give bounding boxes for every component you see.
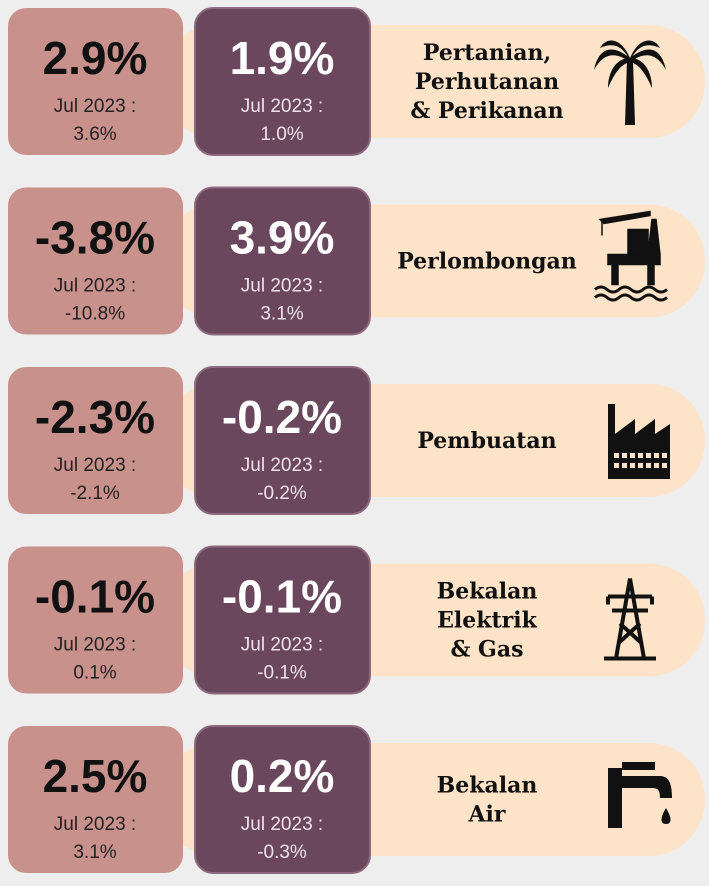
icon-frond <box>594 40 666 88</box>
previous-value: 3.6% <box>73 124 116 145</box>
period-label: Jul 2023 : <box>54 455 136 476</box>
period-label: Jul 2023 : <box>54 96 136 117</box>
icon-factory <box>608 404 670 479</box>
right-card <box>194 545 371 695</box>
growth-value: -2.3% <box>35 391 155 443</box>
icon-window <box>638 453 643 458</box>
right-card <box>194 7 371 156</box>
period-label: Jul 2023 : <box>54 814 136 835</box>
icon-window <box>654 453 659 458</box>
left-card <box>8 726 183 873</box>
previous-value: 3.1% <box>260 304 303 325</box>
icon-window <box>630 463 635 468</box>
period-label: Jul 2023 : <box>241 814 323 835</box>
icon-waves <box>594 285 668 302</box>
growth-value: 2.9% <box>43 32 148 84</box>
icon-window <box>638 463 643 468</box>
icon-window <box>654 463 659 468</box>
sector-icon <box>608 762 672 828</box>
period-label: Jul 2023 : <box>54 635 136 656</box>
previous-value: -2.1% <box>70 483 120 504</box>
sector-name: & Gas <box>451 637 524 663</box>
left-card <box>8 546 183 694</box>
left-card <box>8 367 183 514</box>
sector-name: & Perikanan <box>410 98 563 124</box>
icon-window <box>646 453 651 458</box>
period-label: Jul 2023 : <box>241 276 323 297</box>
sector-name: Pembuatan <box>417 428 556 454</box>
right-card <box>194 366 371 515</box>
sector-name: Pertanian, <box>423 40 551 66</box>
icon-window <box>662 463 667 468</box>
sector-row: 2.9% Jul 2023 : 3.6% 1.9% Jul 2023 : 1.0% Pert… <box>8 7 705 156</box>
growth-value: -0.1% <box>35 571 155 623</box>
growth-value: -0.1% <box>222 571 342 623</box>
period-label: Jul 2023 : <box>241 96 323 117</box>
icon-drop <box>661 808 671 824</box>
sector-name: Air <box>467 802 505 828</box>
icon-window <box>646 463 651 468</box>
sector-name: Bekalan <box>437 579 538 605</box>
sector-icon <box>594 40 666 125</box>
sector-row: -3.8% Jul 2023 : -10.8% 3.9% Jul 2023 : 3.1% P… <box>8 186 705 336</box>
icon-trunk <box>625 60 635 125</box>
left-card <box>8 187 183 335</box>
previous-value: -0.1% <box>257 663 307 684</box>
right-card <box>194 186 371 336</box>
icon-window <box>622 463 627 468</box>
sector-name: Elektrik <box>437 608 537 634</box>
growth-value: 1.9% <box>230 32 335 84</box>
icon-window <box>630 453 635 458</box>
icon-pylon <box>604 578 656 661</box>
right-card <box>194 725 371 874</box>
previous-value: -10.8% <box>65 304 125 325</box>
sector-icon <box>604 578 656 661</box>
previous-value: 3.1% <box>73 842 116 863</box>
growth-value: 0.2% <box>230 750 335 802</box>
left-card <box>8 8 183 155</box>
period-label: Jul 2023 : <box>241 455 323 476</box>
period-label: Jul 2023 : <box>54 276 136 297</box>
growth-value: -0.2% <box>222 391 342 443</box>
sector-row: -0.1% Jul 2023 : 0.1% -0.1% Jul 2023 : -0.1% B… <box>8 545 705 695</box>
previous-value: -0.2% <box>257 483 307 504</box>
period-label: Jul 2023 : <box>241 635 323 656</box>
previous-value: 1.0% <box>260 124 303 145</box>
sector-name: Perhutanan <box>415 69 559 95</box>
previous-value: -0.3% <box>257 842 307 863</box>
sector-row: -2.3% Jul 2023 : -2.1% -0.2% Jul 2023 : -0.2%… <box>8 366 705 515</box>
icon-window <box>662 453 667 458</box>
icon-tap <box>608 762 672 828</box>
icon-window <box>622 453 627 458</box>
growth-value: 2.5% <box>43 750 148 802</box>
previous-value: 0.1% <box>73 663 116 684</box>
sector-icon <box>594 210 668 302</box>
sector-name: Perlombongan <box>397 249 577 275</box>
growth-value: 3.9% <box>230 212 335 264</box>
sector-name: Bekalan <box>437 773 538 799</box>
icon-window <box>614 463 619 468</box>
growth-value: -3.8% <box>35 212 155 264</box>
icon-rig <box>598 210 661 286</box>
sector-icon <box>608 404 670 479</box>
icon-window <box>614 453 619 458</box>
sector-row: 2.5% Jul 2023 : 3.1% 0.2% Jul 2023 : -0.3% Bek… <box>8 725 705 874</box>
